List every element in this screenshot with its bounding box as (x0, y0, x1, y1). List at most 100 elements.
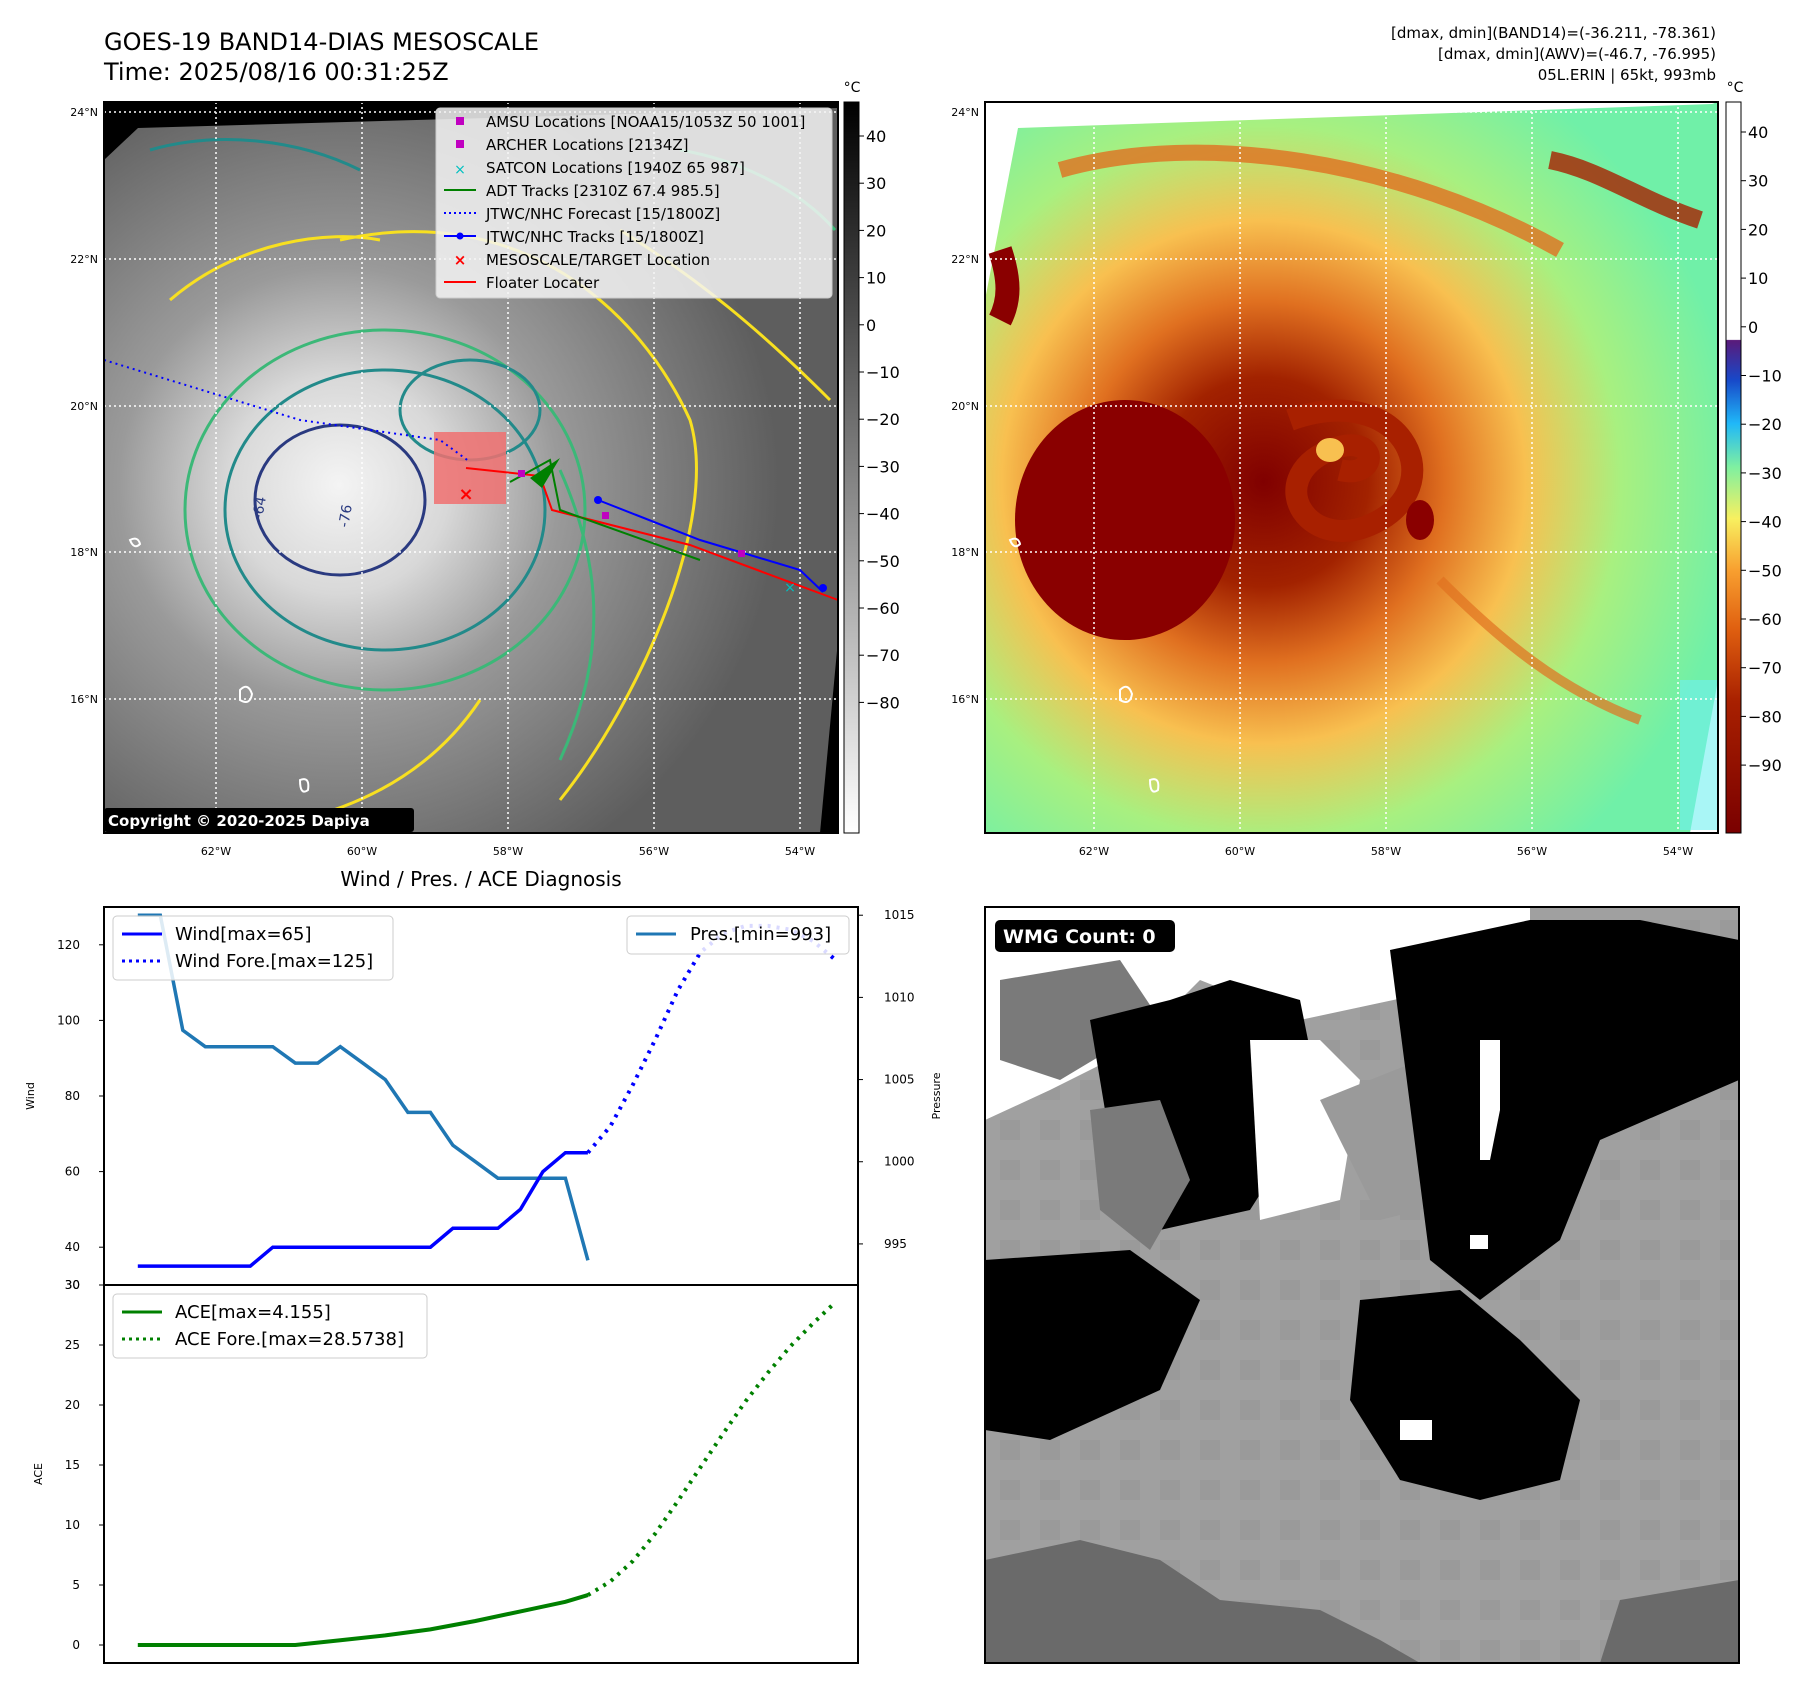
ace-tick: 20 (65, 1398, 80, 1412)
stats-line1: [dmax, dmin](BAND14)=(-36.211, -78.361) (1391, 24, 1716, 42)
colorbar-gray-tick: 10 (866, 269, 886, 288)
svg-text:22°N: 22°N (951, 253, 979, 266)
map-title-line1: GOES-19 BAND14-DIAS MESOSCALE (104, 28, 539, 56)
contour-label-minus76: -76 (336, 503, 356, 528)
legend-satcon: SATCON Locations [1940Z 65 987] (486, 159, 745, 177)
svg-text:56°W: 56°W (639, 845, 669, 858)
colorbar-gray-tick: −40 (866, 505, 900, 524)
ace-tick: 25 (65, 1338, 80, 1352)
colorbar-gray: °C 40 30 20 10 0 −10 −20 −30 −40 −50 −60 −70 −80 (843, 80, 900, 834)
colorbar-color-tick: 30 (1748, 172, 1768, 191)
contour-label-minus64: -64 (250, 495, 270, 520)
svg-text:°C: °C (1727, 80, 1744, 96)
colorbar-color-tick: −40 (1748, 513, 1782, 532)
pressure-tick: 1010 (884, 990, 915, 1004)
ace-axis-label: ACE (32, 1463, 45, 1485)
colorbar-color-tick: −90 (1748, 756, 1782, 775)
svg-text:54°W: 54°W (1663, 845, 1693, 858)
colorbar-color-tick: 20 (1748, 220, 1768, 239)
colorbar-gray-tick: 40 (866, 127, 886, 146)
pressure-tick: 995 (884, 1237, 907, 1251)
ir-map-panel: -64 -76 × (103, 101, 839, 834)
wind-tick: 80 (65, 1089, 80, 1103)
svg-text:22°N: 22°N (70, 253, 98, 266)
color-ir-panel (984, 101, 1719, 834)
jtwc-forecast-track (103, 359, 471, 463)
wind-tick: 100 (57, 1013, 80, 1027)
svg-text:°C: °C (844, 80, 861, 96)
floater-locater-track (465, 467, 839, 601)
map-legend: × × AMSU Locations [NOAA15/1053Z 50 1001… (435, 107, 833, 299)
colorbar-gray-tick: 0 (866, 316, 876, 335)
ace-tick: 15 (65, 1458, 80, 1472)
wind-tick: 120 (57, 938, 80, 952)
colorbar-color-tick: 40 (1748, 123, 1768, 142)
map2-lon-labels: 62°W 60°W 58°W 56°W 54°W (1079, 845, 1693, 858)
wind-tick: 60 (65, 1165, 80, 1179)
ace-chart: 0 5 10 15 20 25 30 ACE ACE[max=4.155] ACE Fore… (32, 1278, 859, 1664)
pressure-legend: Pres.[min=993] (626, 915, 850, 955)
svg-text:20°N: 20°N (70, 400, 98, 413)
stats-line3: 05L.ERIN | 65kt, 993mb (1538, 66, 1716, 84)
legend-jtwc-forecast: JTWC/NHC Forecast [15/1800Z] (485, 205, 720, 223)
legend-ace: ACE[max=4.155] (175, 1302, 331, 1323)
svg-text:16°N: 16°N (951, 693, 979, 706)
svg-text:60°W: 60°W (1225, 845, 1255, 858)
legend-amsu: AMSU Locations [NOAA15/1053Z 50 1001] (486, 113, 805, 131)
colorbar-color: °C 40 30 20 10 0 −10 −20 −30 −40 −50 −60 −70 −80 −90 (1725, 80, 1782, 834)
ace-tick: 0 (72, 1638, 80, 1652)
legend-jtwc-tracks: JTWC/NHC Tracks [15/1800Z] (485, 228, 704, 246)
copyright-label: Copyright © 2020-2025 Dapiya (108, 812, 370, 830)
wind-line (137, 1150, 588, 1268)
legend-target: MESOSCALE/TARGET Location (486, 251, 710, 269)
colorbar-color-tick: −70 (1748, 659, 1782, 678)
pressure-axis-label: Pressure (930, 1072, 943, 1119)
legend-archer: ARCHER Locations [2134Z] (486, 136, 689, 154)
colorbar-color-tick: −10 (1748, 367, 1782, 386)
svg-text:62°W: 62°W (1079, 845, 1109, 858)
pressure-tick: 1000 (884, 1155, 915, 1169)
ace-line (137, 1593, 589, 1647)
wind-axis-label: Wind (24, 1082, 37, 1110)
pressure-tick: 1005 (884, 1073, 915, 1087)
wmg-panel: WMG Count: 0 (984, 906, 1740, 1664)
colorbar-gray-tick: 20 (866, 221, 886, 240)
colorbar-color-tick: −50 (1748, 561, 1782, 580)
colorbar-color-tick: −80 (1748, 707, 1782, 726)
map-title-line2: Time: 2025/08/16 00:31:25Z (103, 58, 449, 86)
colorbar-gray-tick: −30 (866, 457, 900, 476)
pressure-line (137, 913, 590, 1261)
map1-lon-labels: 62°W 60°W 58°W 56°W 54°W (201, 845, 815, 858)
legend-wind: Wind[max=65] (175, 924, 312, 945)
ace-tick: 30 (65, 1278, 80, 1292)
svg-text:18°N: 18°N (951, 546, 979, 559)
colorbar-gray-tick: −20 (866, 410, 900, 429)
colorbar-color-tick: −20 (1748, 415, 1782, 434)
legend-ace-forecast: ACE Fore.[max=28.5738] (175, 1329, 404, 1350)
colorbar-gray-tick: −50 (866, 552, 900, 571)
svg-text:56°W: 56°W (1517, 845, 1547, 858)
wind-legend: Wind[max=65] Wind Fore.[max=125] (112, 915, 394, 981)
colorbar-gray-tick: −10 (866, 363, 900, 382)
legend-pressure: Pres.[min=993] (690, 924, 831, 945)
svg-text:62°W: 62°W (201, 845, 231, 858)
wind-tick: 40 (65, 1240, 80, 1254)
colorbar-color-tick: 0 (1748, 318, 1758, 337)
svg-text:24°N: 24°N (70, 106, 98, 119)
jtwc-track (597, 499, 824, 593)
ace-tick: 10 (65, 1518, 80, 1532)
legend-floater: Floater Locater (486, 274, 600, 292)
svg-text:×: × (784, 580, 796, 596)
svg-text:20°N: 20°N (951, 400, 979, 413)
map1-lat-labels: 24°N 22°N 20°N 18°N 16°N (70, 106, 98, 706)
svg-text:58°W: 58°W (1371, 845, 1401, 858)
svg-text:×: × (454, 251, 467, 269)
colorbar-gray-tick: 30 (866, 174, 886, 193)
ace-tick: 5 (72, 1578, 80, 1592)
svg-text:24°N: 24°N (951, 106, 979, 119)
legend-adt: ADT Tracks [2310Z 67.4 985.5] (486, 182, 720, 200)
chart-title: Wind / Pres. / ACE Diagnosis (340, 867, 621, 891)
svg-text:×: × (458, 484, 473, 505)
stats-line2: [dmax, dmin](AWV)=(-46.7, -76.995) (1438, 45, 1716, 63)
